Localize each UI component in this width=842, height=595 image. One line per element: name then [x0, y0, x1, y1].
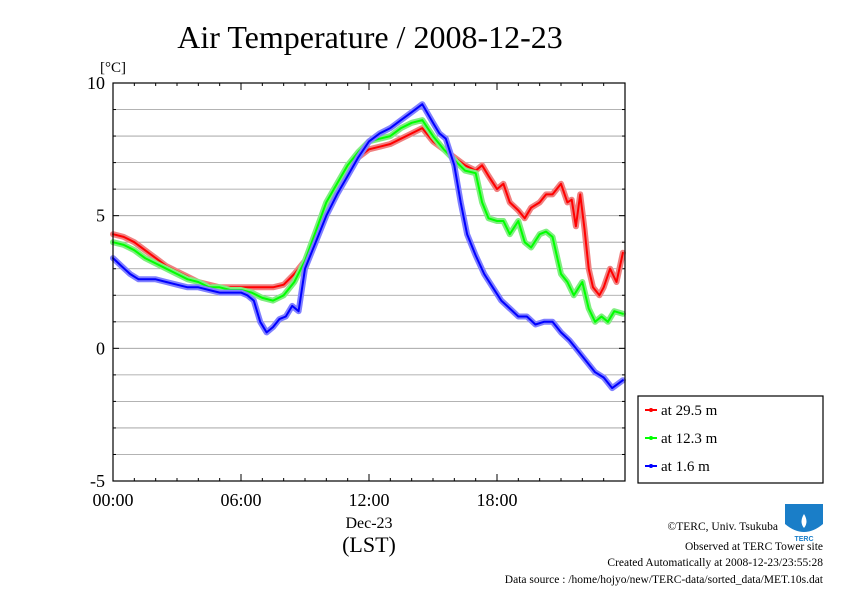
- y-tick-label: -5: [90, 471, 105, 491]
- series-lines: [110, 101, 626, 392]
- series-band-2: [110, 101, 626, 392]
- legend-box: [637, 395, 824, 484]
- y-axis-unit: [°C]: [100, 60, 126, 76]
- legend-label: at 1.6 m: [661, 459, 710, 475]
- chart-title: Air Temperature / 2008-12-23: [177, 19, 563, 55]
- x-tick-label: 18:00: [476, 490, 517, 510]
- y-tick-label: 10: [87, 73, 105, 93]
- x-date-label: Dec-23: [345, 515, 392, 532]
- x-tick-label: 12:00: [348, 490, 389, 510]
- legend-label: at 29.5 m: [661, 403, 718, 419]
- x-tick-label: 00:00: [92, 490, 133, 510]
- logo-drop-icon: [801, 514, 807, 528]
- plot-frame: [112, 82, 626, 482]
- terc-logo: TERC: [785, 504, 823, 543]
- grid-lines: [113, 109, 625, 455]
- legend-marker: [649, 408, 653, 412]
- footer-source: Data source : /home/hojyo/new/TERC-data/…: [505, 574, 824, 586]
- x-axis-ticks: 00:00 06:00 12:00 18:00: [92, 83, 626, 510]
- legend-marker: [649, 464, 653, 468]
- legend-marker: [649, 436, 653, 440]
- logo-text: TERC: [794, 536, 813, 543]
- series-band-0: [110, 125, 626, 299]
- footer-created: Created Automatically at 2008-12-23/23:5…: [607, 557, 823, 569]
- legend: at 29.5 m at 12.3 m at 1.6 m: [637, 395, 824, 484]
- x-timezone-label: (LST): [342, 532, 396, 557]
- logo-top-bar: [785, 504, 823, 512]
- series-line-2: [112, 103, 624, 390]
- series-line-1: [112, 119, 624, 323]
- y-tick-label: 0: [96, 338, 105, 358]
- x-tick-label: 06:00: [220, 490, 261, 510]
- y-tick-label: 5: [96, 206, 105, 226]
- footer-site: Observed at TERC Tower site: [685, 541, 823, 553]
- legend-label: at 12.3 m: [661, 431, 718, 447]
- footer-credit: ©TERC, Univ. Tsukuba: [668, 521, 778, 533]
